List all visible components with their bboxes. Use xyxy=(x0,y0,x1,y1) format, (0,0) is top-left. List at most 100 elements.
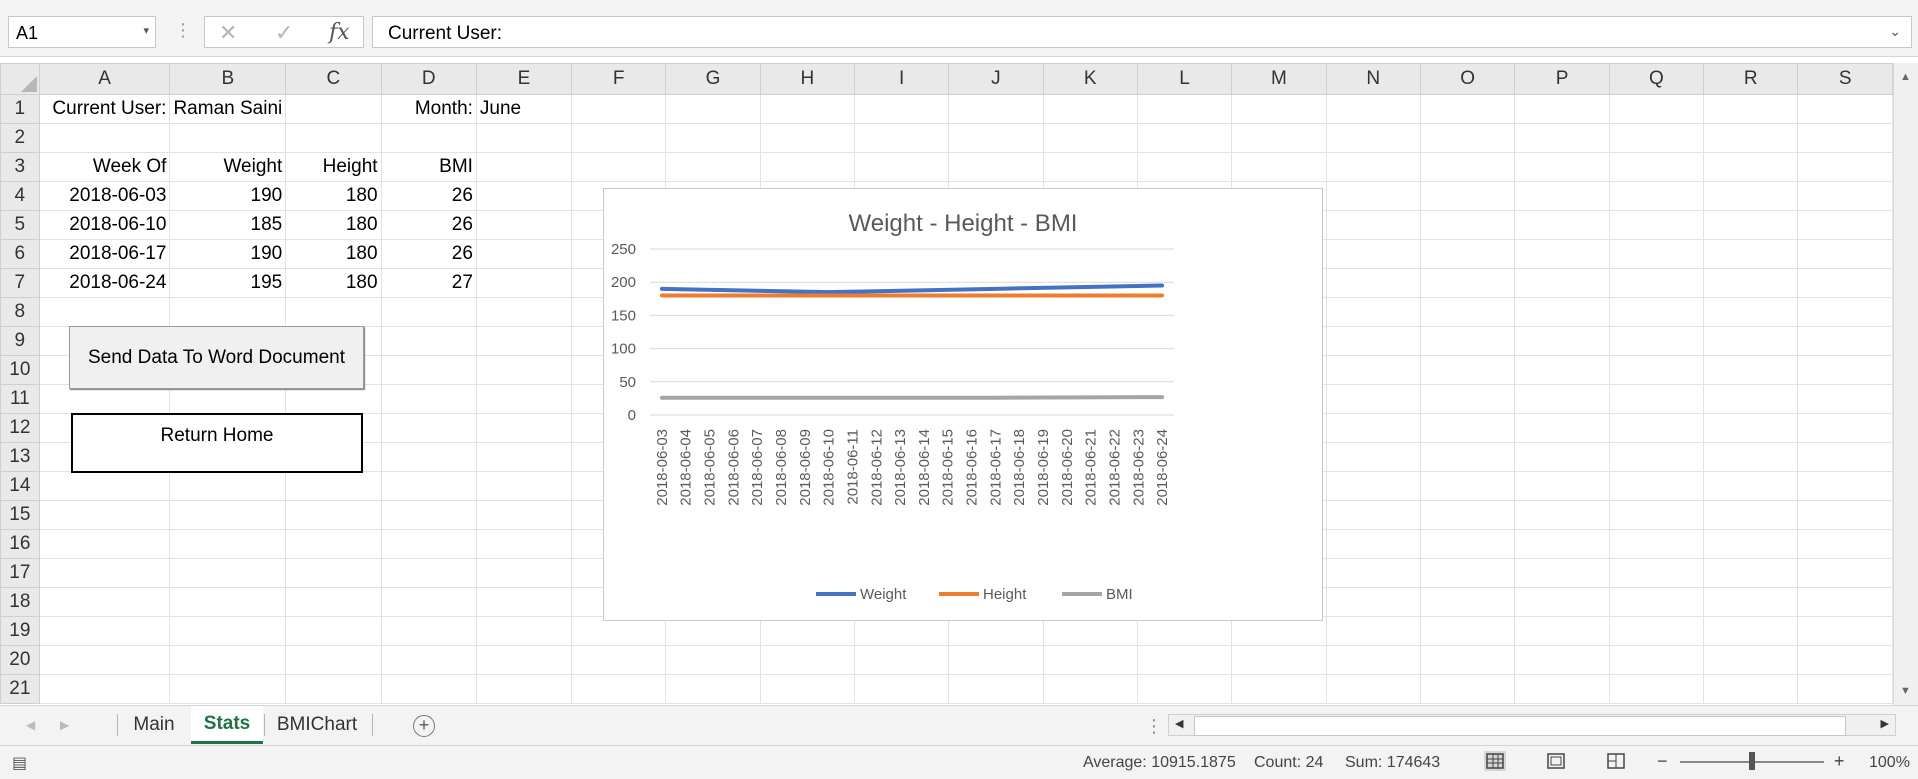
cell-q7[interactable] xyxy=(1609,268,1705,298)
cell-e20[interactable] xyxy=(476,645,572,675)
cell-g2[interactable] xyxy=(665,123,761,153)
cell-e19[interactable] xyxy=(476,616,572,646)
cell-r13[interactable] xyxy=(1703,442,1799,472)
cell-a18[interactable] xyxy=(39,587,171,617)
cell-a14[interactable] xyxy=(39,471,171,501)
cell-h3[interactable] xyxy=(760,152,856,182)
add-sheet-icon[interactable]: + xyxy=(413,715,435,737)
cell-o17[interactable] xyxy=(1420,558,1516,588)
cell-e16[interactable] xyxy=(476,529,572,559)
cell-d14[interactable] xyxy=(381,471,477,501)
cell-e14[interactable] xyxy=(476,471,572,501)
cell-n17[interactable] xyxy=(1326,558,1421,588)
cell-s5[interactable] xyxy=(1797,210,1893,240)
column-header-d[interactable]: D xyxy=(380,63,477,95)
cell-q4[interactable] xyxy=(1609,181,1705,211)
cell-e1[interactable]: June xyxy=(476,94,572,124)
cell-q13[interactable] xyxy=(1609,442,1705,472)
cell-o15[interactable] xyxy=(1420,500,1516,530)
cell-n4[interactable] xyxy=(1326,181,1421,211)
cell-e15[interactable] xyxy=(476,500,572,530)
row-header-1[interactable]: 1 xyxy=(0,94,40,124)
cell-d13[interactable] xyxy=(381,442,477,472)
tab-stats[interactable]: Stats xyxy=(191,706,263,744)
cell-c15[interactable] xyxy=(285,500,382,530)
cell-p15[interactable] xyxy=(1514,500,1610,530)
column-header-r[interactable]: R xyxy=(1703,63,1799,95)
return-home-button[interactable]: Return Home xyxy=(71,413,363,473)
page-layout-view-icon[interactable] xyxy=(1545,751,1567,771)
cell-r8[interactable] xyxy=(1703,297,1799,327)
cell-b15[interactable] xyxy=(169,500,287,530)
cell-g1[interactable] xyxy=(665,94,761,124)
series-line-bmi[interactable] xyxy=(659,395,1165,400)
cell-p13[interactable] xyxy=(1514,442,1610,472)
cell-d21[interactable] xyxy=(381,674,477,704)
cell-f19[interactable] xyxy=(571,616,667,646)
row-header-2[interactable]: 2 xyxy=(0,123,40,153)
cell-b21[interactable] xyxy=(169,674,287,704)
column-header-s[interactable]: S xyxy=(1797,63,1893,95)
cell-c18[interactable] xyxy=(285,587,382,617)
cell-p16[interactable] xyxy=(1514,529,1610,559)
column-header-h[interactable]: H xyxy=(759,63,856,95)
cell-o4[interactable] xyxy=(1420,181,1516,211)
cell-r10[interactable] xyxy=(1703,355,1799,385)
cell-q14[interactable] xyxy=(1609,471,1705,501)
cell-n10[interactable] xyxy=(1326,355,1421,385)
cell-r12[interactable] xyxy=(1703,413,1799,443)
cell-s10[interactable] xyxy=(1797,355,1893,385)
cell-d17[interactable] xyxy=(381,558,477,588)
cell-f2[interactable] xyxy=(571,123,667,153)
column-header-l[interactable]: L xyxy=(1136,63,1233,95)
column-header-f[interactable]: F xyxy=(570,63,667,95)
cell-l1[interactable] xyxy=(1137,94,1233,124)
cell-r7[interactable] xyxy=(1703,268,1799,298)
cell-n20[interactable] xyxy=(1326,645,1421,675)
cell-n19[interactable] xyxy=(1326,616,1421,646)
cell-s7[interactable] xyxy=(1797,268,1893,298)
enter-icon[interactable]: ✓ xyxy=(275,20,294,45)
cell-q11[interactable] xyxy=(1609,384,1705,414)
cell-a19[interactable] xyxy=(39,616,171,646)
cell-d4[interactable]: 26 xyxy=(381,181,477,211)
series-line-weight[interactable] xyxy=(659,283,1165,295)
cell-r9[interactable] xyxy=(1703,326,1799,356)
cell-q3[interactable] xyxy=(1609,152,1705,182)
cell-h1[interactable] xyxy=(760,94,856,124)
cell-p6[interactable] xyxy=(1514,239,1610,269)
cell-o19[interactable] xyxy=(1420,616,1516,646)
cell-p3[interactable] xyxy=(1514,152,1610,182)
cell-f21[interactable] xyxy=(571,674,667,704)
cell-j1[interactable] xyxy=(948,94,1044,124)
cell-b1[interactable]: Raman Saini xyxy=(169,94,287,124)
cell-l19[interactable] xyxy=(1137,616,1233,646)
cell-d2[interactable] xyxy=(381,123,477,153)
cell-s19[interactable] xyxy=(1797,616,1893,646)
cell-b3[interactable]: Weight xyxy=(169,152,287,182)
cell-o18[interactable] xyxy=(1420,587,1516,617)
cell-k1[interactable] xyxy=(1043,94,1138,124)
cell-q8[interactable] xyxy=(1609,297,1705,327)
cell-f3[interactable] xyxy=(571,152,667,182)
cell-b8[interactable] xyxy=(169,297,287,327)
cell-n15[interactable] xyxy=(1326,500,1421,530)
zoom-level[interactable]: 100% xyxy=(1869,754,1910,771)
row-header-5[interactable]: 5 xyxy=(0,210,40,240)
cell-n9[interactable] xyxy=(1326,326,1421,356)
column-header-q[interactable]: Q xyxy=(1608,63,1705,95)
page-break-view-icon[interactable] xyxy=(1605,751,1627,771)
cell-o20[interactable] xyxy=(1420,645,1516,675)
cell-c7[interactable]: 180 xyxy=(285,268,382,298)
cell-r20[interactable] xyxy=(1703,645,1799,675)
cell-p8[interactable] xyxy=(1514,297,1610,327)
column-header-m[interactable]: M xyxy=(1231,63,1327,95)
zoom-in-icon[interactable]: + xyxy=(1834,751,1845,771)
cell-j20[interactable] xyxy=(948,645,1044,675)
cell-c19[interactable] xyxy=(285,616,382,646)
cell-s16[interactable] xyxy=(1797,529,1893,559)
cell-s20[interactable] xyxy=(1797,645,1893,675)
cell-r17[interactable] xyxy=(1703,558,1799,588)
cell-m3[interactable] xyxy=(1231,152,1327,182)
column-header-p[interactable]: P xyxy=(1514,63,1610,95)
